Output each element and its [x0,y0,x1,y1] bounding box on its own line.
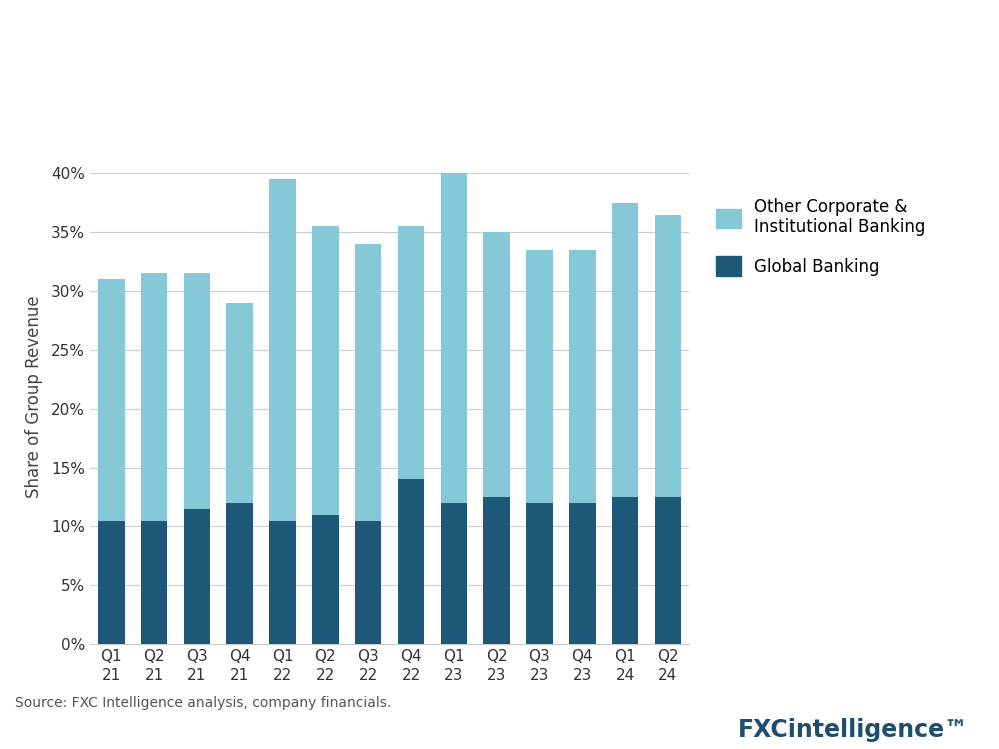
Bar [141,521,168,644]
Bar [654,497,681,644]
Bar [312,226,339,515]
Bar [398,226,425,479]
Bar [526,250,552,503]
Text: FXCintelligence™: FXCintelligence™ [738,718,969,742]
Bar [98,521,125,644]
Bar [569,250,595,503]
Bar [141,273,168,521]
Bar [398,479,425,644]
Bar [611,203,638,497]
Legend: Other Corporate &
Institutional Banking, Global Banking: Other Corporate & Institutional Banking,… [715,198,925,276]
Bar [611,497,638,644]
Bar [270,179,296,521]
Text: Source: FXC Intelligence analysis, company financials.: Source: FXC Intelligence analysis, compa… [15,696,392,709]
Bar [484,232,509,497]
Bar [184,273,210,509]
Bar [484,497,509,644]
Bar [184,509,210,644]
Bar [441,173,468,503]
Bar [569,503,595,644]
Bar [355,244,382,521]
Bar [270,521,296,644]
Bar [227,303,253,503]
Bar [312,515,339,644]
Bar [355,521,382,644]
Text: Global Banking contributed 12% of BNP Paribas revenue in Q2 24: Global Banking contributed 12% of BNP Pa… [15,22,999,51]
Text: Global Banking, other Corporate & Institutional Banking share of Group revenue: Global Banking, other Corporate & Instit… [15,93,797,112]
Y-axis label: Share of Group Revenue: Share of Group Revenue [25,296,43,498]
Bar [526,503,552,644]
Bar [98,279,125,521]
Bar [227,503,253,644]
Bar [441,503,468,644]
Bar [654,214,681,497]
